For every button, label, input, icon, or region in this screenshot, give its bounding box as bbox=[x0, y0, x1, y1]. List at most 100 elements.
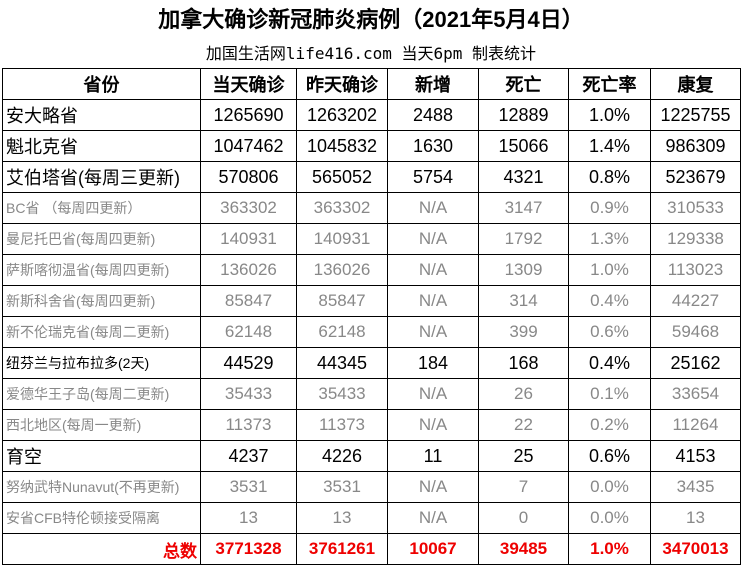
cell: N/A bbox=[387, 316, 479, 348]
cell: 3531 bbox=[296, 471, 388, 503]
cell: 13 bbox=[296, 502, 388, 534]
table-row: 艾伯塔省(每周三更新) 570806 565052 5754 4321 0.8% 52367… bbox=[2, 161, 741, 193]
cell: 11373 bbox=[200, 409, 297, 441]
total-cell: 3771328 bbox=[200, 533, 297, 565]
cell: 3531 bbox=[200, 471, 297, 503]
cell: 363302 bbox=[200, 192, 297, 224]
cell: 44529 bbox=[200, 347, 297, 379]
cell: 1225755 bbox=[650, 99, 741, 131]
table-row: 纽芬兰与拉布拉多(2天) 44529 44345 184 168 0.4% 25162 bbox=[2, 347, 741, 379]
cell: 12889 bbox=[478, 99, 569, 131]
cell: 0.4% bbox=[568, 347, 651, 379]
cell: 1263202 bbox=[296, 99, 388, 131]
cell: 0.4% bbox=[568, 285, 651, 317]
cell: 0.0% bbox=[568, 502, 651, 534]
cell: 22 bbox=[478, 409, 569, 441]
cell: 11 bbox=[387, 440, 479, 472]
province-name: 安大略省 bbox=[2, 99, 201, 131]
cell: 33654 bbox=[650, 378, 741, 410]
cell: 4153 bbox=[650, 440, 741, 472]
cell: 1047462 bbox=[200, 130, 297, 162]
cell: 113023 bbox=[650, 254, 741, 286]
column-header: 新增 bbox=[387, 68, 479, 100]
column-header: 康复 bbox=[650, 68, 741, 100]
column-header: 死亡 bbox=[478, 68, 569, 100]
total-row: 总数 3771328 3761261 10067 39485 1.0% 3470013 bbox=[2, 533, 741, 565]
cell: N/A bbox=[387, 223, 479, 255]
subtitle: 加国生活网life416.com 当天6pm 制表统计 bbox=[205, 44, 537, 63]
cell: 0.6% bbox=[568, 440, 651, 472]
cell: 62148 bbox=[200, 316, 297, 348]
cell: 1309 bbox=[478, 254, 569, 286]
cell: 11373 bbox=[296, 409, 388, 441]
cell: 0.6% bbox=[568, 316, 651, 348]
cell: 136026 bbox=[296, 254, 388, 286]
cell: 85847 bbox=[296, 285, 388, 317]
cell: 314 bbox=[478, 285, 569, 317]
cell: 26 bbox=[478, 378, 569, 410]
column-header: 当天确诊 bbox=[200, 68, 297, 100]
cell: 4321 bbox=[478, 161, 569, 193]
cell: 13 bbox=[650, 502, 741, 534]
cell: 35433 bbox=[296, 378, 388, 410]
cell: 140931 bbox=[296, 223, 388, 255]
cell: 7 bbox=[478, 471, 569, 503]
province-name: 萨斯喀彻温省(每周四更新) bbox=[2, 254, 201, 286]
province-name: 艾伯塔省(每周三更新) bbox=[2, 161, 201, 193]
cell: 0.2% bbox=[568, 409, 651, 441]
table-row: 安省CFB特伦顿接受隔离 13 13 N/A 0 0.0% 13 bbox=[2, 502, 741, 534]
cell: 0.8% bbox=[568, 161, 651, 193]
province-name: 新斯科舍省(每周四更新) bbox=[2, 285, 201, 317]
cell: 2488 bbox=[387, 99, 479, 131]
cell: 0.0% bbox=[568, 471, 651, 503]
column-header: 死亡率 bbox=[568, 68, 651, 100]
cell: 0 bbox=[478, 502, 569, 534]
cell: 1.3% bbox=[568, 223, 651, 255]
cell: 15066 bbox=[478, 130, 569, 162]
table-row: 魁北克省 1047462 1045832 1630 15066 1.4% 986309 bbox=[2, 130, 741, 162]
cell: 0.1% bbox=[568, 378, 651, 410]
province-name: 魁北克省 bbox=[2, 130, 201, 162]
column-header: 昨天确诊 bbox=[296, 68, 388, 100]
cell: 140931 bbox=[200, 223, 297, 255]
cell: 136026 bbox=[200, 254, 297, 286]
province-name: 安省CFB特伦顿接受隔离 bbox=[2, 502, 201, 534]
cell: 13 bbox=[200, 502, 297, 534]
total-cell: 1.0% bbox=[568, 533, 651, 565]
total-cell: 10067 bbox=[387, 533, 479, 565]
cell: 25 bbox=[478, 440, 569, 472]
cell: 59468 bbox=[650, 316, 741, 348]
total-cell: 3761261 bbox=[296, 533, 388, 565]
cell: 85847 bbox=[200, 285, 297, 317]
province-name: 西北地区(每周一更新) bbox=[2, 409, 201, 441]
table-row: 育空 4237 4226 11 25 0.6% 4153 bbox=[2, 440, 741, 472]
cell: 523679 bbox=[650, 161, 741, 193]
cell: 1045832 bbox=[296, 130, 388, 162]
cell: N/A bbox=[387, 409, 479, 441]
cell: 44227 bbox=[650, 285, 741, 317]
cell: 1630 bbox=[387, 130, 479, 162]
cell: 1.0% bbox=[568, 254, 651, 286]
cell: 25162 bbox=[650, 347, 741, 379]
table-row: 新不伦瑞克省(每周二更新) 62148 62148 N/A 399 0.6% 59468 bbox=[2, 316, 741, 348]
total-cell: 39485 bbox=[478, 533, 569, 565]
column-header: 省份 bbox=[2, 68, 201, 100]
total-label: 总数 bbox=[2, 533, 201, 565]
province-name: 育空 bbox=[2, 440, 201, 472]
table-row: BC省 （每周四更新） 363302 363302 N/A 3147 0.9% 310533 bbox=[2, 192, 741, 224]
province-name: 曼尼托巴省(每周四更新) bbox=[2, 223, 201, 255]
cell: 1.0% bbox=[568, 99, 651, 131]
province-name: 纽芬兰与拉布拉多(2天) bbox=[2, 347, 201, 379]
cell: 3435 bbox=[650, 471, 741, 503]
table-row: 新斯科舍省(每周四更新) 85847 85847 N/A 314 0.4% 44227 bbox=[2, 285, 741, 317]
header-row: 省份 当天确诊 昨天确诊 新增 死亡 死亡率 康复 bbox=[2, 68, 741, 100]
title: 加拿大确诊新冠肺炎病例（2021年5月4日） bbox=[158, 7, 584, 32]
table-row: 努纳武特Nunavut(不再更新) 3531 3531 N/A 7 0.0% 3435 bbox=[2, 471, 741, 503]
cell: 570806 bbox=[200, 161, 297, 193]
cell: N/A bbox=[387, 471, 479, 503]
cell: 168 bbox=[478, 347, 569, 379]
table-row: 安大略省 1265690 1263202 2488 12889 1.0% 1225755 bbox=[2, 99, 741, 131]
cell: 363302 bbox=[296, 192, 388, 224]
cell: 399 bbox=[478, 316, 569, 348]
